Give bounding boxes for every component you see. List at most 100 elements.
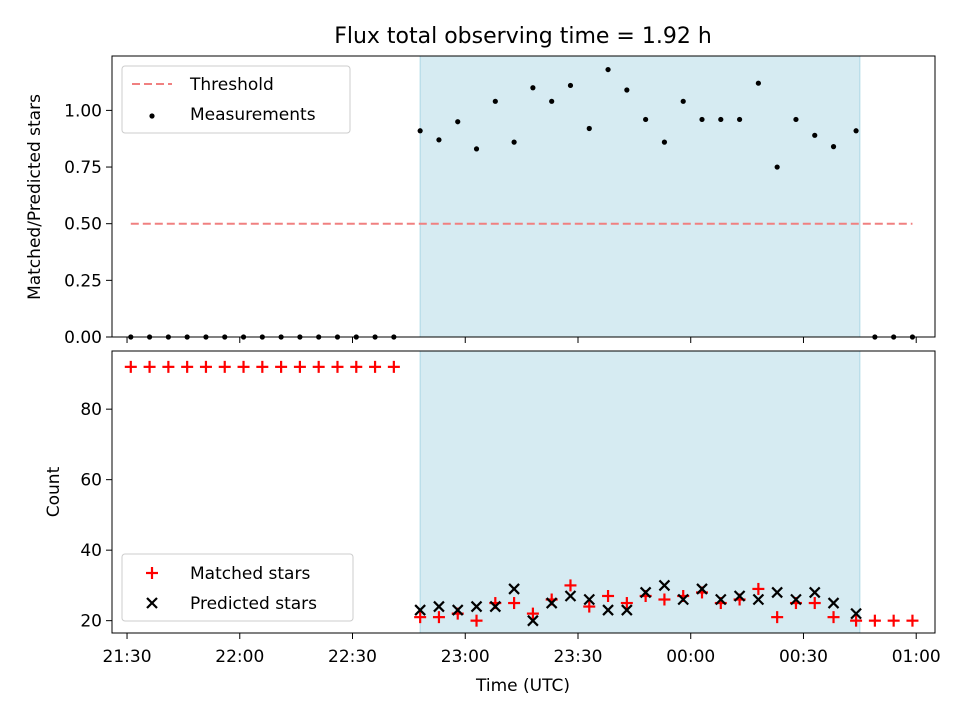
matched-star-point (827, 611, 840, 624)
top-legend-box (121, 65, 351, 134)
y-tick-label: 40 (80, 541, 102, 561)
predicted-star-b (451, 604, 464, 616)
measurement-point (586, 125, 592, 132)
x-tick-label: 22:30 (328, 647, 377, 667)
matched-star-point (752, 582, 765, 595)
top-shaded-span (419, 55, 861, 338)
predicted-star-point (639, 586, 652, 599)
bottom-axes-frame (111, 350, 936, 634)
top-x-ticks (126, 337, 917, 343)
measurement-point (853, 128, 859, 134)
matched-star-point (312, 360, 325, 373)
matched-star-point (387, 360, 400, 373)
measurement-point (567, 82, 574, 89)
predicted-star-point (790, 593, 802, 606)
predicted-star-point (545, 597, 558, 609)
x-tick-label: 21:30 (103, 647, 152, 667)
predicted-star-point (602, 604, 614, 616)
matched-star-point (508, 597, 521, 610)
x-tick-label: 23:30 (553, 647, 602, 667)
top-axes-frame (111, 55, 936, 338)
predicted-star-b (583, 593, 596, 606)
y-tick-label: 0.00 (64, 328, 102, 348)
predicted-star-b (850, 607, 862, 620)
matched-star-point (771, 611, 784, 624)
predicted-star-b (433, 600, 445, 613)
measurement-point (680, 98, 686, 104)
bottom-y-axis-label: Count (44, 466, 64, 517)
matched-star-point (369, 360, 382, 373)
matched-star-point (564, 579, 577, 592)
matched-star-point (602, 589, 615, 602)
legend-measurements-swatch (149, 113, 155, 119)
y-tick-label: 80 (80, 400, 102, 420)
x-tick-label: 22:00 (215, 647, 264, 667)
predicted-star-point (451, 604, 464, 616)
measurement-point (624, 87, 630, 93)
bottom-y-ticks: 20 40 60 80 (80, 400, 112, 632)
predicted-star-b (715, 593, 727, 606)
predicted-star-b (527, 614, 539, 627)
y-tick-label: 0.50 (64, 215, 102, 235)
predicted-star-b (677, 593, 689, 606)
predicted-star-b (470, 600, 483, 613)
predicted-star-b (696, 583, 708, 595)
predicted-star-point (621, 604, 633, 616)
x-tick-label: 00:00 (666, 647, 715, 667)
matched-star-point (162, 360, 175, 373)
matched-star-point (275, 360, 288, 373)
measurement-point (830, 144, 837, 150)
y-tick-label: 60 (80, 471, 102, 491)
matched-star-point (583, 600, 596, 613)
predicted-star-b (752, 593, 765, 606)
measurement-point (511, 139, 517, 145)
predicted-star-b (827, 597, 840, 609)
x-tick-label: 01:00 (892, 647, 941, 667)
predicted-star-point (827, 597, 840, 609)
x-axis-label: Time (UTC) (475, 676, 570, 696)
matched-star-point (350, 360, 363, 373)
predicted-star-b (545, 597, 558, 609)
matched-star-point (143, 360, 156, 373)
matched-star-point (293, 360, 306, 373)
matched-star-point (808, 597, 821, 610)
top-y-ticks: 0.00 0.25 0.50 0.75 1.00 (64, 101, 112, 348)
measurement-point (417, 128, 423, 134)
matched-star-point (218, 360, 231, 373)
predicted-star-point (658, 579, 671, 592)
legend-threshold-label: Threshold (189, 75, 274, 95)
predicted-star-point (414, 604, 426, 616)
matched-star-point (887, 614, 900, 627)
measurement-point (774, 164, 780, 170)
predicted-star-point (733, 590, 746, 602)
matched-star-point (526, 607, 539, 620)
predicted-star-b (733, 590, 746, 602)
predicted-star-b (621, 604, 633, 616)
x-tick-label: 00:30 (779, 647, 828, 667)
measurement-point (736, 116, 743, 123)
predicted-star-point (850, 607, 862, 620)
predicted-star-point (564, 590, 577, 602)
matched-star-point (470, 614, 483, 627)
bottom-x-ticks: 21:30 22:00 22:30 23:00 23:30 00:00 00:30 01:00 (103, 633, 941, 667)
predicted-star-b (790, 593, 802, 606)
predicted-star-point (583, 593, 596, 606)
predicted-star-point (808, 586, 821, 599)
matched-star-point (256, 360, 269, 373)
predicted-star-point (433, 600, 445, 613)
measurement-point (661, 139, 668, 145)
y-tick-label: 0.25 (64, 271, 102, 291)
top-y-axis-label: Matched/Predicted stars (25, 94, 45, 300)
measurement-point (473, 146, 480, 152)
legend-measurements-label: Measurements (190, 105, 316, 125)
predicted-star-point (715, 593, 727, 606)
measurement-point (718, 116, 724, 123)
matched-star-point (414, 611, 427, 624)
x-tick-label: 23:00 (441, 647, 490, 667)
measurement-point (643, 116, 649, 123)
matched-star-point (181, 360, 194, 373)
predicted-star-b (489, 600, 502, 613)
predicted-star-point (508, 583, 520, 595)
matched-star-point (868, 614, 881, 627)
